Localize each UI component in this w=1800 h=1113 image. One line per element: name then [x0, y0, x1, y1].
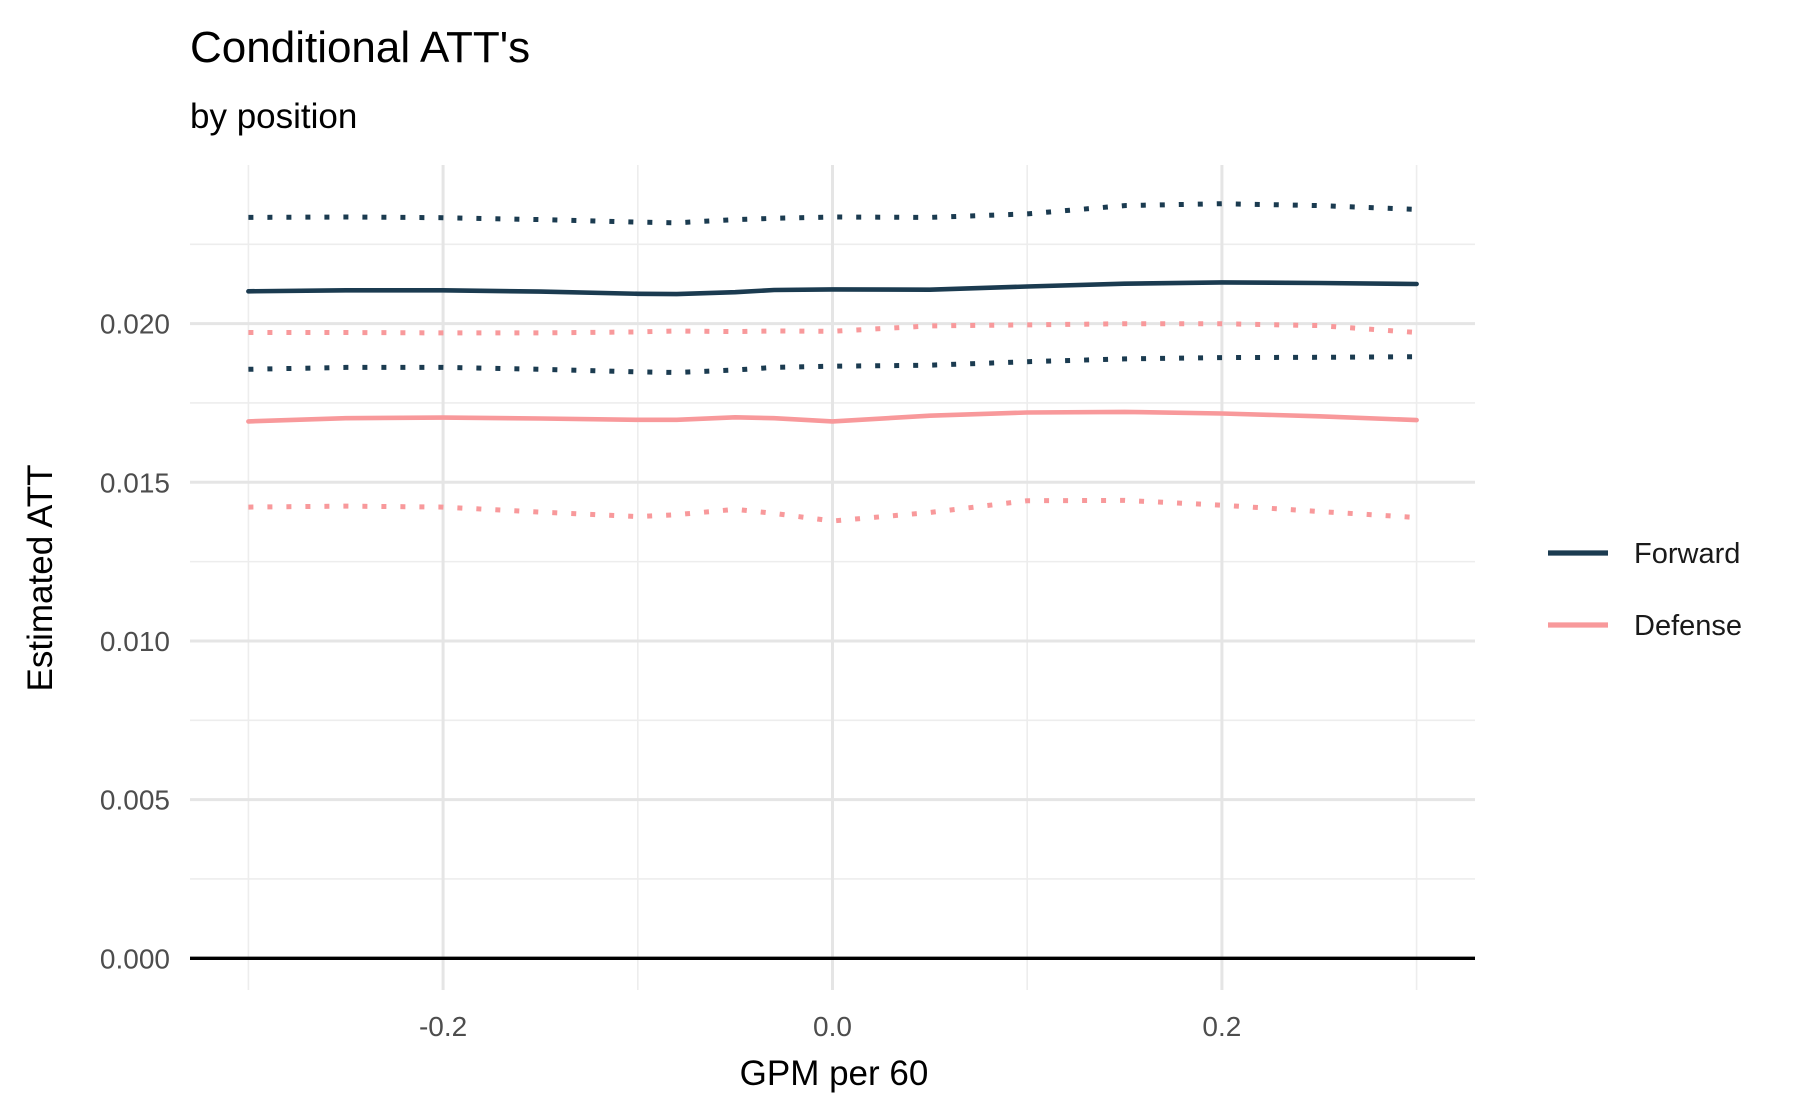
x-tick-label: 0.0 — [813, 1011, 852, 1042]
y-tick-label: 0.015 — [100, 467, 170, 498]
y-tick-label: 0.000 — [100, 943, 170, 974]
y-axis-title: Estimated ATT — [21, 465, 60, 692]
y-tick-label: 0.010 — [100, 626, 170, 657]
x-tick-labels: -0.2 0.0 0.2 — [419, 1011, 1241, 1042]
legend-label: Defense — [1634, 610, 1742, 642]
y-tick-label: 0.020 — [100, 309, 170, 340]
x-tick-label: -0.2 — [419, 1011, 467, 1042]
series-layer — [246, 201, 1419, 524]
y-tick-labels: 0.000 0.005 0.010 0.015 0.020 — [100, 309, 170, 975]
y-tick-label: 0.005 — [100, 785, 170, 816]
chart-subtitle: by position — [190, 97, 357, 136]
chart-title: Conditional ATT's — [190, 23, 530, 72]
legend-label: Forward — [1634, 538, 1740, 570]
legend: Forward Defense — [1548, 538, 1742, 642]
forward-estimate-line — [246, 280, 1419, 297]
x-axis-title: GPM per 60 — [740, 1054, 929, 1093]
x-tick-label: 0.2 — [1202, 1011, 1241, 1042]
defense-estimate-line — [246, 409, 1419, 424]
